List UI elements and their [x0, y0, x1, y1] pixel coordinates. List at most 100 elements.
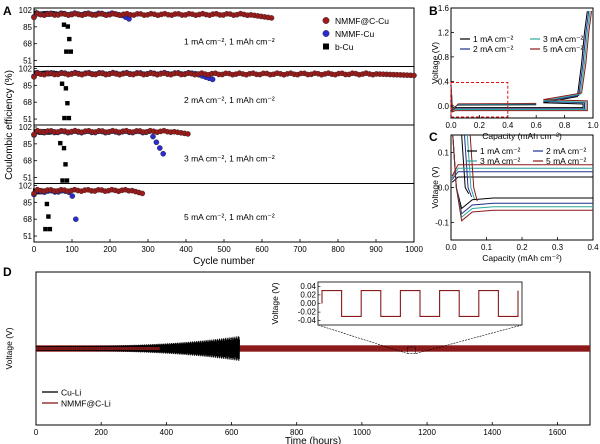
x-tick-label: 0.4	[502, 121, 514, 130]
legend-marker	[322, 30, 330, 37]
y-tick-label: 68	[23, 215, 32, 224]
x-tick-label: 400	[160, 428, 174, 437]
panel-a-subplot-1: 102 85 68 51 1 mA cm⁻², 1 mAh cm⁻²	[19, 6, 415, 67]
x-tick-label: 600	[225, 428, 239, 437]
inset-y-axis-label: Voltage (V)	[270, 282, 280, 324]
condition-label: 3 mA cm⁻², 1 mAh cm⁻²	[184, 153, 275, 163]
x-tick-label: 1000	[353, 428, 371, 437]
y-tick-label: 68	[23, 98, 32, 107]
y-tick-label: 0.1	[438, 149, 450, 158]
x-tick-label: 300	[141, 245, 155, 254]
series-line	[450, 10, 588, 110]
legend-label: 2 mA cm⁻²	[473, 44, 514, 54]
legend-marker	[322, 17, 330, 24]
series-b-cu	[31, 128, 70, 183]
series-line	[469, 134, 478, 202]
x-tick-label: 0	[34, 428, 39, 437]
y-tick-label: 102	[19, 6, 33, 15]
y-tick-label: 0.0	[438, 184, 450, 193]
series-line	[451, 176, 593, 183]
condition-label: 2 mA cm⁻², 1 mAh cm⁻²	[184, 95, 275, 105]
x-tick-label: 800	[331, 245, 345, 254]
data-point	[46, 214, 51, 219]
series-line	[451, 164, 593, 177]
data-point	[185, 131, 191, 137]
x-tick-label: 0.8	[559, 121, 571, 130]
x-tick-label: 0.4	[587, 243, 599, 252]
panel-a-subplot-4: 102 85 68 51 5 mA cm⁻², 1 mAh cm⁻²	[19, 181, 415, 243]
series-nmmf-c-li	[36, 345, 590, 352]
x-tick-label: 400	[179, 245, 193, 254]
y-tick-label: 85	[23, 140, 32, 149]
series-line	[463, 134, 473, 198]
y-tick-label: 0.0	[438, 102, 450, 111]
y-tick-label: 102	[19, 181, 33, 190]
x-tick-label: 100	[65, 245, 79, 254]
series-line	[450, 10, 591, 112]
data-point	[156, 145, 163, 151]
data-point	[61, 22, 67, 27]
panel-letter-a: A	[3, 4, 12, 18]
y-axis-label: Coulombic efficiency (%)	[4, 70, 15, 180]
panel-a-subplot-2: 102 85 68 51 2 mA cm⁻², 1 mAh cm⁻²	[19, 64, 417, 126]
x-tick-label: 0.2	[474, 121, 486, 130]
x-tick-label: 0.6	[531, 121, 543, 130]
x-axis-label: Time (hours)	[285, 436, 341, 444]
series-line	[452, 134, 593, 222]
data-point	[66, 115, 72, 121]
data-point	[63, 162, 68, 167]
series-nmmf-c-cu	[31, 70, 417, 80]
zoom-connector	[415, 324, 523, 354]
legend-label: 3 mA cm⁻²	[543, 34, 584, 44]
legend: NMMF@C-Cu NMMF-Cu b-Cu	[322, 16, 389, 52]
panel-letter-d: D	[3, 265, 12, 279]
data-point	[268, 15, 275, 21]
series-nmmf-c-cu	[31, 127, 191, 138]
x-tick-label: 200	[94, 428, 108, 437]
x-tick-label: 800	[290, 428, 304, 437]
x-tick-label: 200	[103, 245, 117, 254]
legend-label: 1 mA cm⁻²	[480, 146, 521, 156]
inset-square-wave	[321, 290, 519, 317]
series-line	[451, 102, 537, 112]
x-axis-label: Capacity (mAh cm⁻²)	[482, 131, 562, 141]
x-tick-label: 700	[293, 245, 307, 254]
data-point	[65, 24, 70, 29]
x-tick-label: 0.0	[445, 243, 457, 252]
x-tick-label: 0.1	[481, 243, 493, 252]
x-axis-label: Capacity (mAh cm⁻²)	[482, 253, 562, 263]
data-point	[67, 36, 72, 42]
y-tick-label: 51	[23, 57, 32, 66]
legend-label: 3 mA cm⁻²	[480, 156, 521, 166]
y-tick-label: 85	[23, 81, 32, 90]
data-point	[58, 140, 63, 146]
data-point	[31, 131, 37, 138]
panel-b-frame	[450, 7, 594, 119]
x-tick-label: 1.0	[587, 121, 599, 130]
panel-letter-c: C	[429, 130, 438, 144]
x-tick-label: 0.0	[445, 121, 457, 130]
x-axis-label: Cycle number	[193, 256, 255, 267]
data-point	[153, 139, 160, 146]
y-tick-label: 0.8	[438, 53, 450, 62]
data-point	[61, 145, 67, 151]
data-point	[139, 190, 146, 197]
x-tick-label: 0.3	[552, 243, 564, 252]
series-nmmf-c-cu	[31, 10, 275, 21]
legend-label: 5 mA cm⁻²	[546, 156, 587, 166]
series-line	[450, 10, 593, 113]
legend-label: b-Cu	[335, 42, 354, 52]
x-tick-label: 0	[32, 245, 37, 254]
legend-label: Cu-Li	[61, 388, 81, 398]
data-point	[47, 226, 53, 232]
y-tick-label: 1.6	[438, 4, 450, 13]
y-axis-label: Voltage (V)	[430, 166, 440, 208]
series-cu-li	[35, 335, 240, 361]
y-tick-label: 68	[23, 40, 32, 49]
y-tick-label: 51	[23, 115, 32, 124]
data-point	[209, 76, 216, 83]
zoom-region-box	[450, 82, 509, 118]
series-line	[451, 171, 593, 180]
data-point	[160, 150, 166, 157]
